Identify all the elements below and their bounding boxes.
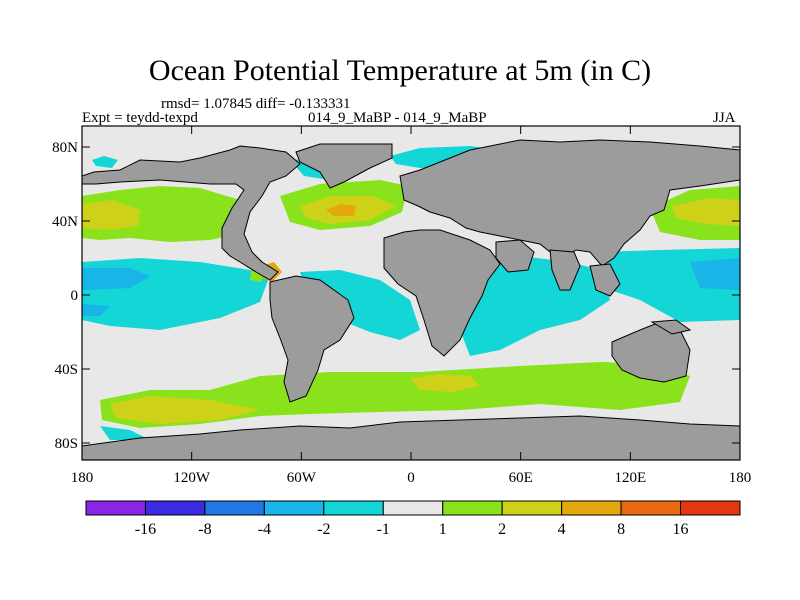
lat-label: 80S	[55, 436, 78, 452]
land-india	[549, 249, 581, 291]
colorbar-swatch	[382, 500, 444, 516]
colorbar-label: 1	[439, 521, 447, 538]
lon-label: 180	[71, 470, 94, 486]
case-names: 014_9_MaBP - 014_9_MaBP	[308, 110, 487, 126]
colorbar-swatch	[680, 500, 741, 516]
lat-label: 0	[71, 288, 79, 304]
land-north-america	[82, 145, 301, 281]
colorbar-swatch	[263, 500, 325, 516]
colorbar-swatch	[561, 500, 622, 516]
lon-label: 60W	[287, 470, 317, 486]
map-field	[82, 126, 740, 460]
anomaly-yellow-south-atlantic	[410, 374, 480, 392]
colorbar-label: -4	[258, 521, 271, 538]
land-greenland	[295, 143, 393, 189]
colorbar-swatch	[144, 500, 206, 516]
lat-label: 40N	[52, 214, 78, 230]
land-south-america	[269, 275, 355, 403]
anomaly-blue-west-pacific	[690, 258, 740, 290]
anomaly-orange-north-atlantic	[326, 204, 356, 216]
land-arabia	[495, 239, 535, 273]
experiment-label: Expt = teydd-texpd	[82, 110, 198, 126]
colorbar-label: 16	[673, 521, 689, 538]
colorbar-label: -16	[135, 521, 156, 538]
anomaly-shading	[82, 146, 740, 440]
plot-title: Ocean Potential Temperature at 5m (in C)	[148, 54, 652, 87]
anomaly-yellow-north-pacific-east	[82, 200, 140, 230]
colorbar-label: 4	[558, 521, 566, 538]
colorbar-label: -1	[377, 521, 390, 538]
season-label: JJA	[713, 110, 736, 126]
colorbar-swatch	[501, 500, 563, 516]
colorbar: -16 -8 -4 -2 -1 1 2 4 8 16	[85, 500, 741, 538]
land-southeast-asia	[589, 263, 621, 297]
colorbar-swatch	[620, 500, 682, 516]
colorbar-swatch	[323, 500, 384, 516]
rmsd-diff-stats: rmsd= 1.07845 diff= -0.133331	[161, 96, 351, 112]
lon-label: 120E	[614, 470, 646, 486]
anomaly-blue-east-pacific-2	[82, 304, 110, 316]
lon-label: 180	[729, 470, 752, 486]
latitude-axis: 80N 40N 0 40S 80S	[52, 140, 740, 452]
colorbar-swatch	[85, 500, 146, 516]
land-antarctica	[82, 415, 740, 460]
land-new-guinea	[650, 319, 692, 335]
colorbar-label: -8	[198, 521, 211, 538]
anomaly-cyan-south-pacific	[100, 426, 150, 440]
lon-label: 0	[407, 470, 415, 486]
colorbar-label: 2	[498, 521, 506, 538]
colorbar-swatch	[204, 500, 265, 516]
anomaly-yellow-north-pacific-west	[672, 198, 740, 226]
colorbar-label: 8	[617, 521, 625, 538]
colorbar-swatch	[442, 500, 503, 516]
land-eurasia	[399, 139, 740, 267]
lon-label: 60E	[509, 470, 533, 486]
anomaly-cyan-arctic-1	[92, 156, 118, 168]
anomaly-yellow-south-pacific	[110, 396, 260, 424]
lat-label: 80N	[52, 140, 78, 156]
lon-label: 120W	[173, 470, 211, 486]
longitude-axis: 180 120W 60W 0 60E 120E 180	[71, 126, 752, 486]
land-masses	[82, 139, 740, 460]
land-africa	[383, 229, 501, 357]
colorbar-label: -2	[317, 521, 330, 538]
anomaly-blue-east-pacific	[82, 268, 150, 290]
land-australia	[611, 321, 691, 383]
lat-label: 40S	[55, 362, 78, 378]
